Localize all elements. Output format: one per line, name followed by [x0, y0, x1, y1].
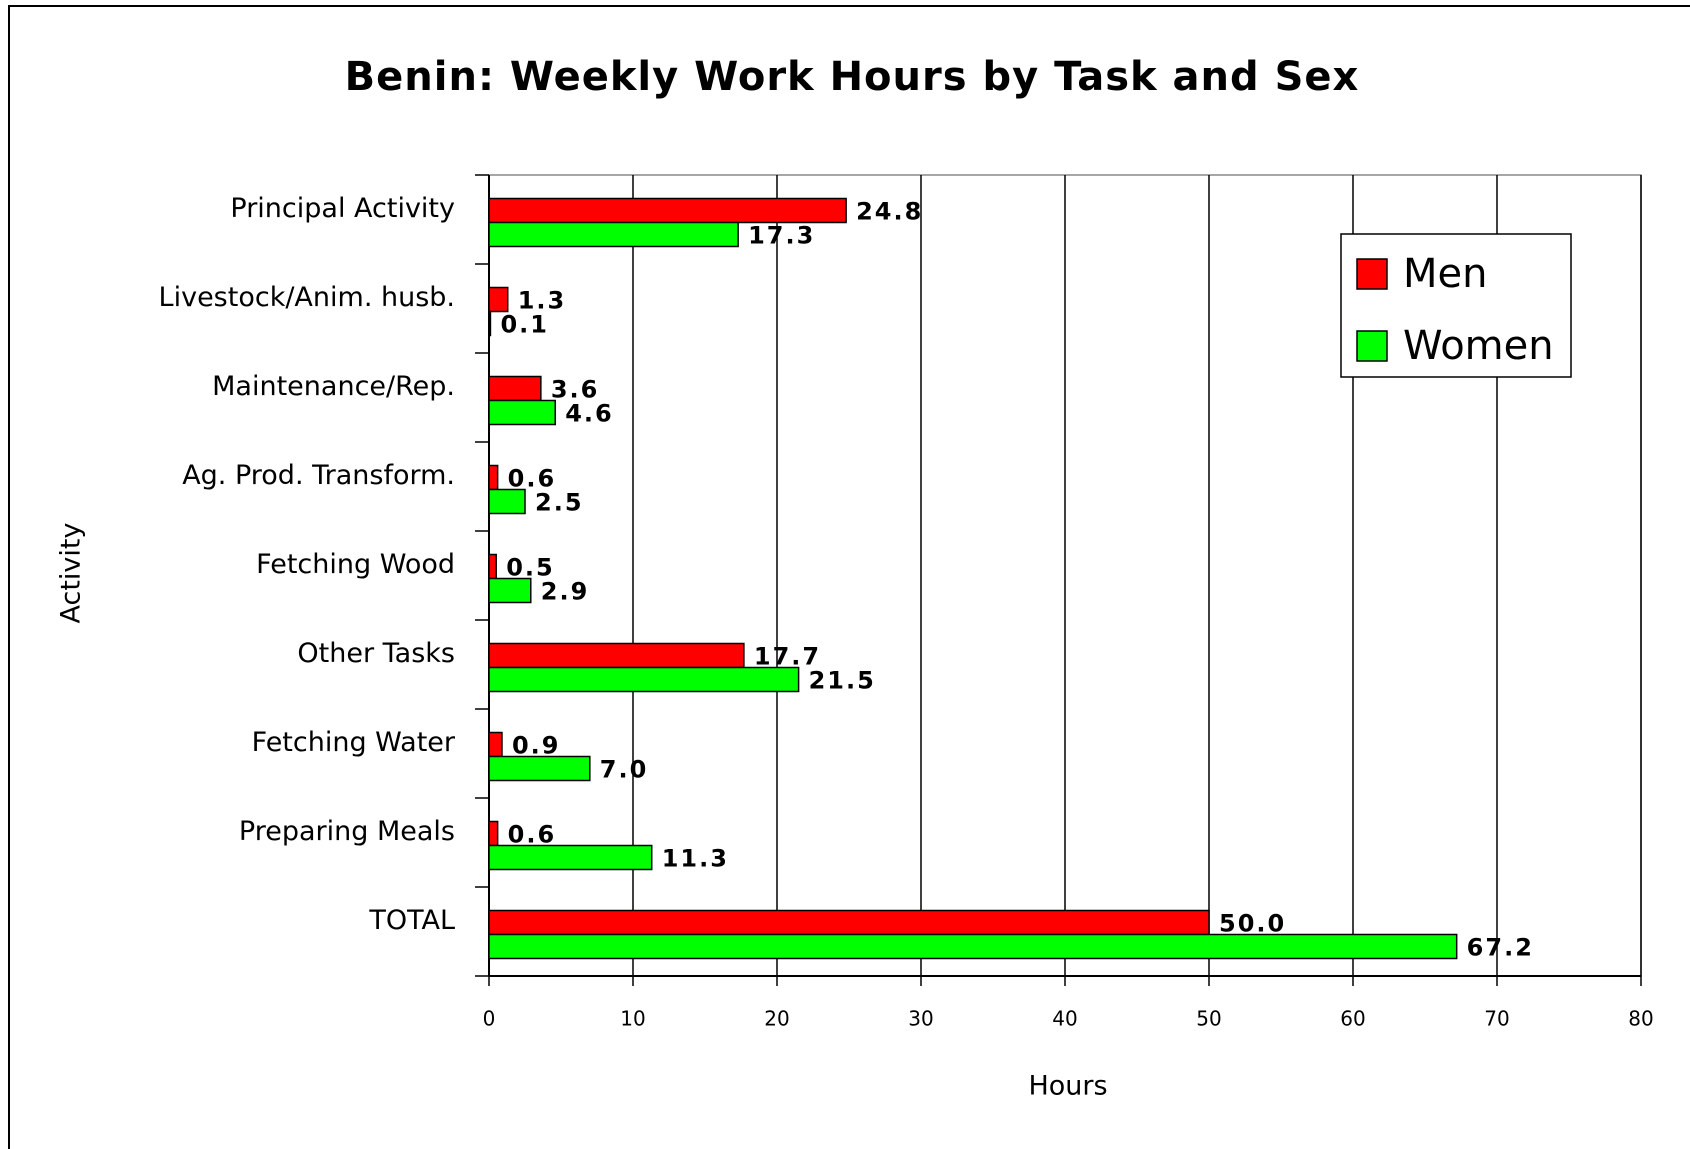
x-tick-label: 10	[620, 1007, 645, 1031]
data-label: 0.6	[508, 821, 557, 849]
bar	[488, 553, 497, 580]
chart-title: Benin: Weekly Work Hours by Task and Sex	[345, 54, 1360, 100]
data-label: 17.3	[748, 222, 815, 250]
y-tick-label: Principal Activity	[230, 193, 455, 224]
legend-swatch	[1356, 258, 1388, 290]
bar	[488, 577, 532, 604]
bar	[488, 488, 526, 515]
bar	[488, 399, 556, 426]
x-tick-label: 20	[764, 1007, 789, 1031]
x-tick-label: 70	[1484, 1007, 1509, 1031]
data-label: 24.8	[856, 198, 923, 226]
bar	[488, 666, 800, 693]
bar	[488, 909, 1210, 936]
data-label: 50.0	[1219, 910, 1286, 938]
y-tick-label: Fetching Water	[252, 727, 456, 758]
data-label: 2.9	[541, 578, 590, 606]
bar	[488, 755, 591, 782]
data-label: 0.9	[512, 732, 561, 760]
x-tick-label: 80	[1628, 1007, 1653, 1031]
data-label: 21.5	[809, 667, 876, 695]
bar	[488, 310, 492, 337]
data-label: 3.6	[551, 376, 600, 404]
legend-swatch	[1356, 330, 1388, 362]
x-tick-label: 60	[1340, 1007, 1365, 1031]
data-label: 0.6	[508, 465, 557, 493]
x-tick-label: 30	[908, 1007, 933, 1031]
data-label: 11.3	[662, 845, 729, 873]
bar	[488, 464, 499, 491]
bar	[488, 286, 509, 313]
data-label: 0.1	[500, 311, 549, 339]
data-label: 0.5	[506, 554, 555, 582]
y-tick-label: TOTAL	[368, 905, 455, 936]
data-label: 17.7	[754, 643, 821, 671]
data-label: 2.5	[535, 489, 584, 517]
y-tick-label: Ag. Prod. Transform.	[182, 460, 455, 491]
data-label: 7.0	[600, 756, 649, 784]
x-tick-label: 40	[1052, 1007, 1077, 1031]
x-tick-label: 0	[483, 1007, 496, 1031]
legend-label: Men	[1403, 251, 1487, 297]
y-tick-label: Other Tasks	[297, 638, 455, 669]
data-label: 4.6	[565, 400, 614, 428]
y-tick-label: Maintenance/Rep.	[212, 371, 455, 402]
y-tick-label: Livestock/Anim. husb.	[159, 282, 455, 313]
data-label: 67.2	[1467, 934, 1534, 962]
bar	[488, 642, 745, 669]
bar	[488, 933, 1458, 960]
y-tick-label: Preparing Meals	[239, 816, 455, 847]
x-tick-label: 50	[1196, 1007, 1221, 1031]
bar	[488, 221, 739, 248]
x-axis-label: Hours	[1028, 1071, 1107, 1102]
legend-label: Women	[1403, 323, 1554, 369]
bar	[488, 731, 503, 758]
data-label: 1.3	[518, 287, 567, 315]
bar	[488, 197, 847, 224]
y-axis-label: Activity	[56, 522, 87, 623]
bar	[488, 820, 499, 847]
bar	[488, 375, 542, 402]
y-tick-label: Fetching Wood	[256, 549, 455, 580]
frame	[8, 5, 1690, 1149]
bar	[488, 844, 653, 871]
